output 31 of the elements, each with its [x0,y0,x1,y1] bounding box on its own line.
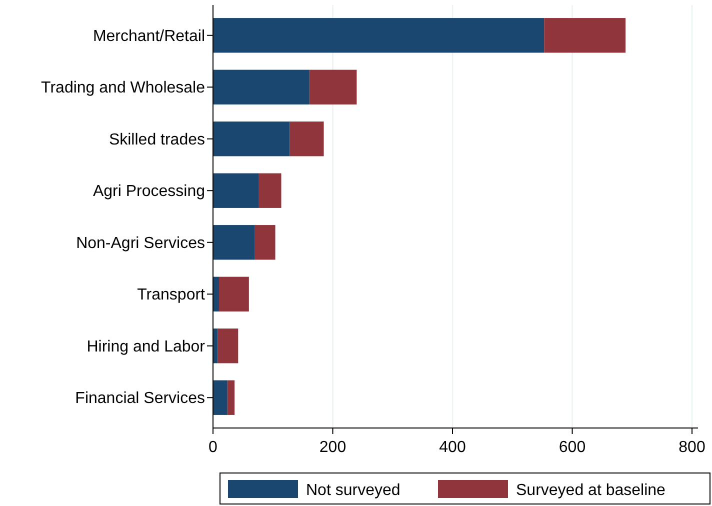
bar [213,276,219,312]
y-tick-label: Hiring and Labor [86,338,206,356]
x-tick-label: 200 [319,439,346,456]
y-tick-label: Financial Services [75,390,205,408]
bar [290,122,324,156]
x-tick-label: 0 [208,439,218,456]
y-tick-label: Skilled trades [108,131,205,148]
y-tick-label: Trading and Wholesale [41,80,206,97]
x-tick-label: 600 [558,439,586,456]
bar [544,18,626,53]
bar [213,122,290,156]
bar [258,173,282,208]
y-tick-label: Merchant/Retail [92,28,205,45]
bar [213,225,255,260]
bar [213,380,228,415]
bar [213,18,544,53]
y-tick-label: Transport [137,286,206,304]
y-tick-label: Agri Processing [92,183,205,200]
bar [218,276,249,312]
bar [309,70,357,104]
y-tick-label: Non-Agri Services [76,234,205,252]
bar [213,70,310,104]
legend-label: Not surveyed [306,482,400,499]
bar [227,380,235,415]
bar [213,173,259,208]
x-tick-label: 400 [439,439,466,456]
bar [213,328,218,364]
bar [254,225,276,260]
legend-label: Surveyed at baseline [516,482,666,499]
bar [218,328,238,364]
x-tick-label: 800 [678,439,706,456]
